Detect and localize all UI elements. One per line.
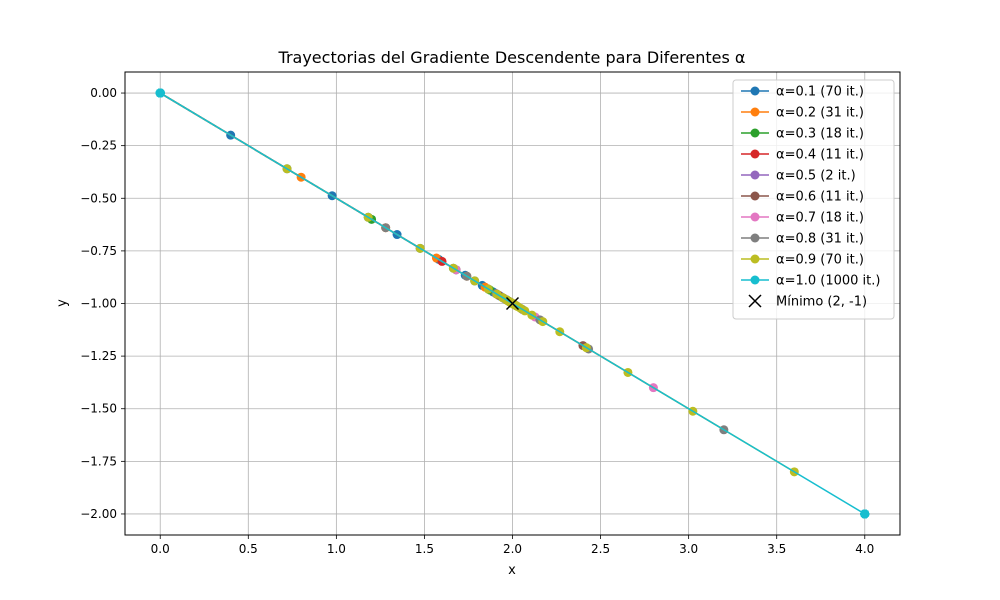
x-tick-label: 2.5 [591,542,610,556]
y-tick-label: −1.00 [80,297,117,311]
legend-entry: α=0.7 (18 it.) [741,211,864,226]
y-tick-label: −0.25 [80,139,117,153]
series-point [860,509,870,519]
legend-marker [750,107,760,117]
minimum-marker-layer [505,296,520,311]
x-tick-label: 2.0 [503,542,522,556]
legend-label: α=0.2 (31 it.) [776,106,864,121]
legend-box [732,79,895,320]
legend-label: α=0.7 (18 it.) [776,211,864,226]
y-tick-label: −1.50 [80,402,117,416]
legend-marker [750,149,760,159]
legend-marker [750,191,760,201]
legend-marker [750,86,760,96]
legend-entry: α=0.2 (31 it.) [741,106,864,121]
legend-label: α=0.4 (11 it.) [776,148,864,163]
legend-label: α=0.1 (70 it.) [776,85,864,100]
legend-entry: α=0.3 (18 it.) [741,127,864,142]
legend-entry: α=0.5 (2 it.) [741,169,856,184]
legend-entry: α=0.1 (70 it.) [741,85,864,100]
legend-label: α=0.8 (31 it.) [776,232,864,247]
legend-label: α=0.3 (18 it.) [776,127,864,142]
legend-marker [750,170,760,180]
legend-marker [750,275,760,285]
legend-label: α=0.5 (2 it.) [776,169,856,184]
legend-label: Mínimo (2, -1) [776,295,867,310]
legend-marker [748,294,762,308]
y-tick-label: −1.25 [80,349,117,363]
legend: α=0.1 (70 it.) α=0.2 (31 it.) α=0.3 (18 it… [732,79,895,320]
legend-entry-minimum: Mínimo (2, -1) [748,294,867,310]
y-tick-label: −1.75 [80,454,117,468]
legend-marker [750,233,760,243]
x-tick-label: 3.0 [679,542,698,556]
series-10 [155,88,870,519]
legend-label: α=0.9 (70 it.) [776,253,864,268]
x-tick-label: 3.5 [767,542,786,556]
legend-entry: α=0.9 (70 it.) [741,253,864,268]
x-tick-label: 1.5 [415,542,434,556]
series-layer [155,88,870,519]
y-tick-label: −0.50 [80,191,117,205]
x-tick-label: 1.0 [327,542,346,556]
legend-marker [750,212,760,222]
minimum-marker [505,296,520,311]
x-axis-label: x [508,563,516,578]
legend-entry: α=0.6 (11 it.) [741,190,864,205]
x-axis-ticks: 0.0 0.5 1.0 1.5 2.0 2.5 3.0 3.5 4.0 [151,535,874,556]
series-point [155,88,165,98]
legend-label: α=0.6 (11 it.) [776,190,864,205]
y-tick-label: 0.00 [90,86,117,100]
y-tick-label: −2.00 [80,507,117,521]
legend-label: α=1.0 (1000 it.) [776,274,880,289]
y-axis-label: y [55,299,70,307]
x-tick-label: 4.0 [855,542,874,556]
legend-marker [750,128,760,138]
legend-entry: α=0.8 (31 it.) [741,232,864,247]
legend-marker [750,254,760,264]
legend-entry: α=1.0 (1000 it.) [741,274,880,289]
legend-entry: α=0.4 (11 it.) [741,148,864,163]
x-tick-label: 0.5 [239,542,258,556]
y-axis-ticks: 0.00 −0.25 −0.50 −0.75 −1.00 −1.25 −1.50 −1.75 −… [80,86,125,521]
y-tick-label: −0.75 [80,244,117,258]
x-tick-label: 0.0 [151,542,170,556]
chart-title: Trayectorias del Gradiente Descendente p… [278,48,746,67]
